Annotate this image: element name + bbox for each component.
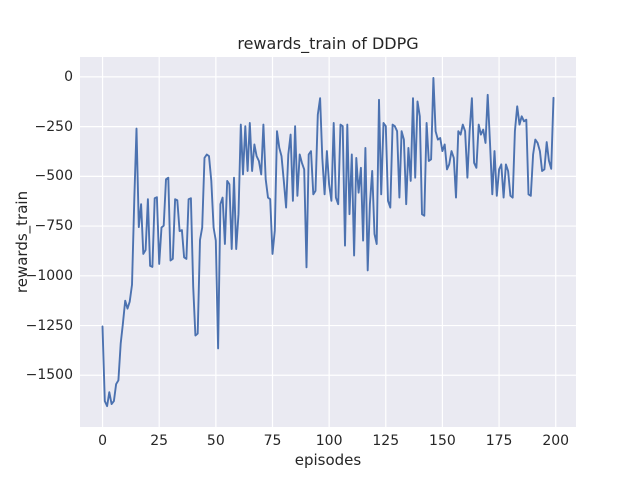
x-axis-label: episodes bbox=[294, 451, 362, 469]
grid-lines bbox=[80, 57, 576, 427]
y-tick-label: −1250 bbox=[25, 317, 73, 334]
series-line-rewards-train bbox=[101, 76, 555, 408]
y-tick-label: −250 bbox=[34, 118, 73, 135]
y-tick-label: −500 bbox=[34, 168, 73, 185]
x-tick-label: 0 bbox=[98, 433, 107, 449]
y-tick-label: −1500 bbox=[25, 367, 73, 384]
x-tick-label: 150 bbox=[429, 433, 456, 449]
x-tick-label: 100 bbox=[315, 433, 343, 449]
y-tick-label: −1000 bbox=[25, 267, 73, 284]
x-tick-label: 50 bbox=[206, 433, 225, 449]
y-tick-label: 0 bbox=[64, 68, 73, 85]
y-axis-label: rewards_train bbox=[13, 190, 31, 294]
x-tick-label: 25 bbox=[150, 433, 169, 449]
x-tick-label: 75 bbox=[263, 433, 282, 449]
plot-area bbox=[80, 57, 576, 427]
x-tick-label: 200 bbox=[542, 433, 570, 449]
x-tick-label: 175 bbox=[485, 433, 513, 449]
x-tick-label: 125 bbox=[372, 433, 400, 449]
chart-title: rewards_train of DDPG bbox=[237, 34, 419, 53]
y-tick-label: −750 bbox=[34, 218, 73, 235]
plot-svg bbox=[80, 57, 576, 427]
